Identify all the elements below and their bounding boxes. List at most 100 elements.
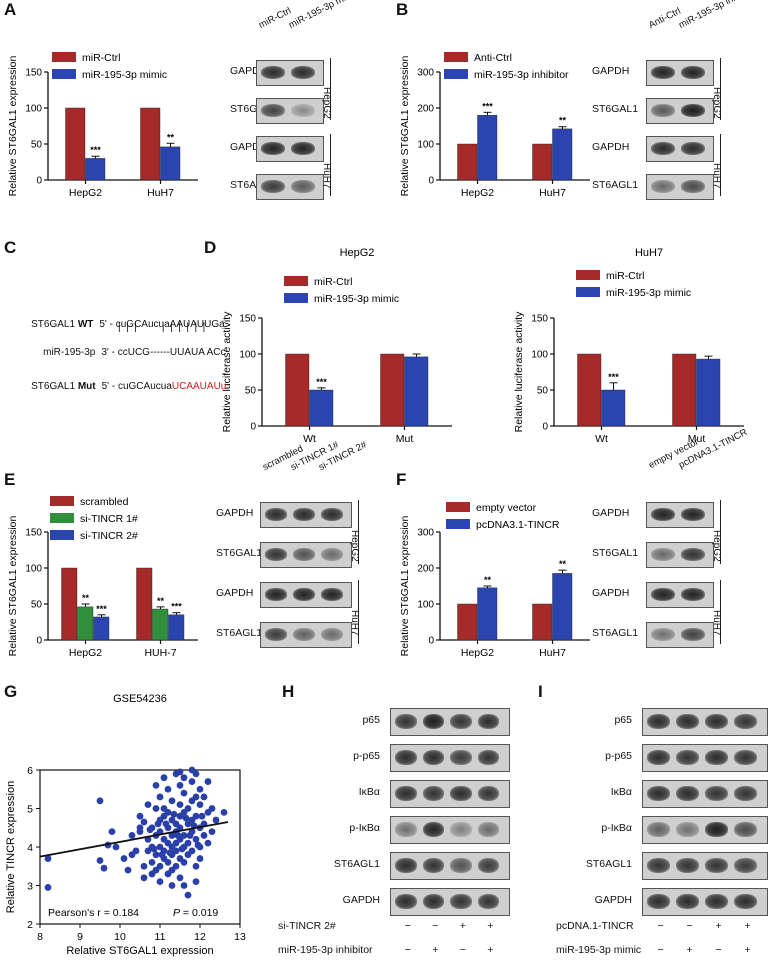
scatter-point: [140, 862, 148, 870]
x-tick-label: HUH-7: [144, 647, 176, 659]
treatment-sign: +: [487, 920, 494, 932]
bar: [61, 567, 78, 641]
scatter-point: [112, 843, 120, 851]
bar: [457, 603, 478, 641]
legend-label: si-TINCR 1#: [80, 513, 138, 525]
treatment-label: miR-195-3p mimic: [556, 944, 642, 956]
scatter-point: [188, 778, 196, 785]
scatter-point: [208, 828, 216, 835]
blot-strip: [642, 852, 768, 880]
chart-title: GSE54236: [113, 693, 167, 705]
blot-row-label: ST6GAL1: [592, 547, 639, 559]
blot-band: [265, 628, 287, 641]
bar: [77, 606, 94, 641]
legend-label: empty vector: [476, 502, 537, 514]
blot-band: [321, 508, 343, 521]
significance-label: **: [82, 593, 90, 603]
legend-label: scrambled: [80, 496, 129, 508]
blot-row-label: ST6AGL1: [592, 179, 639, 191]
scatter-point: [176, 782, 184, 789]
treatment-sign: −: [657, 944, 664, 956]
blot-band: [293, 508, 315, 521]
blot-band: [705, 858, 728, 873]
scatter-point: [184, 805, 192, 812]
blot-band: [321, 628, 343, 641]
scatter-point: [166, 849, 174, 857]
bracket-line: [720, 134, 721, 196]
blot-strip: [260, 502, 352, 528]
bar: [285, 353, 310, 427]
scatter-point: [192, 862, 200, 870]
y-tick-label: 6: [27, 765, 33, 777]
scatter-point: [192, 835, 200, 843]
significance-label: ***: [316, 377, 327, 387]
blot-band: [422, 858, 444, 873]
blot-band: [734, 894, 757, 909]
blot-strip: [256, 136, 324, 162]
blot-band: [293, 628, 315, 641]
wt-bold: WT: [77, 319, 94, 330]
blot-row-label: ST6AGL1: [216, 627, 263, 639]
scatter-point: [152, 851, 160, 859]
scatter-point: [200, 832, 208, 839]
scatter-point: [200, 793, 208, 801]
blot-band: [265, 588, 287, 601]
y-axis-label: Relative ST6GAL1 expression: [7, 516, 19, 657]
blot-row-label: GAPDH: [216, 507, 254, 519]
scatter-point: [184, 839, 192, 847]
blot-band: [261, 66, 285, 79]
legend-label: miR-Ctrl: [314, 276, 353, 288]
chart-panel-d-hepg2: HepG2 0 50 100 150 Relative luciferase activi…: [221, 247, 452, 445]
blot-row-label: p-IκBα: [601, 822, 632, 834]
significance-label: ***: [608, 372, 619, 382]
legend-label: pcDNA3.1-TINCR: [476, 519, 560, 531]
blot-band: [705, 714, 728, 729]
treatment-sign: +: [432, 944, 439, 956]
y-tick-label: 50: [31, 140, 43, 151]
blot-panel-a: miR-Ctrl miR-195-3p mimic GAPDH ST6GAL1 GAPD…: [212, 0, 372, 200]
blot-band: [681, 180, 705, 193]
scatter-point: [192, 812, 200, 820]
y-axis-label: Relative luciferase activity: [221, 311, 233, 433]
scatter-point: [128, 832, 136, 839]
blot-band: [651, 548, 675, 561]
blot-band: [651, 508, 675, 521]
p-value-label: P = 0.019: [173, 907, 218, 919]
blot-row-label: GAPDH: [592, 141, 630, 153]
bar: [152, 608, 169, 641]
blot-band: [647, 822, 670, 837]
cell-line-label: HuH7: [349, 610, 360, 636]
bar: [532, 143, 553, 181]
scatter-point: [188, 766, 196, 774]
wt-name: ST6GAL1: [31, 319, 78, 330]
blot-band: [647, 714, 670, 729]
legend-label: miR-195-3p mimic: [82, 69, 167, 81]
blot-band: [647, 750, 670, 765]
blot-band: [734, 786, 757, 801]
mir-seq: 3' - ccUCG------UUAUA ACc: [101, 347, 226, 358]
bar: [404, 356, 429, 427]
scatter-point: [192, 793, 200, 801]
bar: [672, 353, 697, 427]
significance-label: ***: [171, 602, 182, 612]
blot-band: [477, 894, 499, 909]
blot-band: [705, 750, 728, 765]
x-tick-label: HuH7: [147, 187, 174, 199]
blot-strip: [260, 622, 352, 648]
blot-band: [734, 822, 757, 837]
treatment-sign: −: [432, 920, 439, 932]
blot-band: [676, 894, 699, 909]
treatment-sign: −: [404, 920, 411, 932]
scatter-point: [136, 828, 144, 835]
scatter-point: [178, 845, 186, 853]
blot-band: [676, 786, 699, 801]
lane-header: miR-195-3p mimic: [287, 0, 361, 31]
bracket-line: [358, 500, 359, 564]
y-tick-label: 3: [27, 881, 33, 893]
blot-band: [676, 750, 699, 765]
mut-name: ST6GAL1: [31, 381, 78, 392]
blot-band: [293, 588, 315, 601]
blot-band: [265, 548, 287, 561]
blot-band: [651, 142, 675, 155]
bar: [85, 158, 106, 181]
